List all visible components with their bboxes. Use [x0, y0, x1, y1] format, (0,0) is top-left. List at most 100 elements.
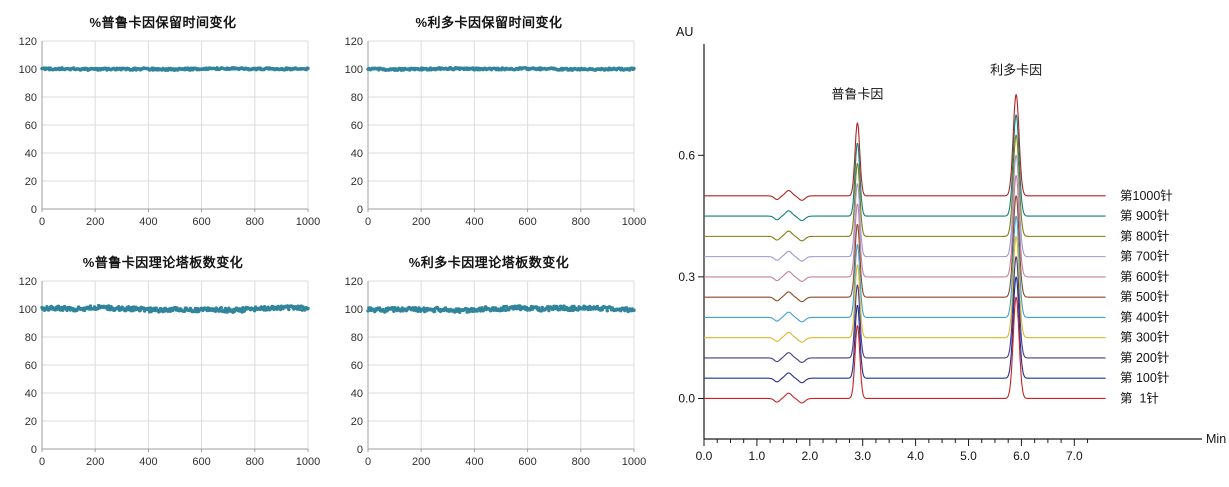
y-tick-label: 100: [345, 304, 363, 316]
peak-label: 利多卡因: [990, 62, 1042, 77]
y-tick-label: 60: [351, 360, 363, 372]
trace-label: 第 400针: [1120, 309, 1169, 324]
chart-title-procaine-plates: %普鲁卡因理论塔板数变化: [82, 255, 244, 270]
lidocaine-plates-plot: 0 20 40 60 80 100 120 0 200 400 600 800 1000: [345, 276, 646, 468]
scatter-point: [416, 309, 420, 313]
x-tick-label: 5.0: [960, 449, 977, 463]
x-tick-label: 0: [39, 216, 45, 228]
x-tick-label: 1000: [296, 216, 320, 228]
trace-label: 第 700针: [1120, 249, 1169, 264]
chart-procaine-retention: %普鲁卡因保留时间变化 0 20 40 60 80 100 120 0 200 400 600 800…: [6, 4, 320, 238]
trace-label: 第 800针: [1120, 228, 1169, 243]
chromatogram-trace: [704, 94, 1106, 201]
scatter-point: [117, 305, 121, 309]
x-tick-label: 200: [86, 456, 104, 468]
scatter-point: [295, 307, 299, 311]
trace-label: 第 100针: [1120, 370, 1169, 385]
lidocaine-retention-plot: 0 20 40 60 80 100 120 0 200 400 600 800 1000: [345, 36, 646, 228]
x-tick-label: 4.0: [907, 449, 924, 463]
chromatogram-trace: [704, 114, 1106, 222]
chart-title-lidocaine-retention: %利多卡因保留时间变化: [415, 15, 563, 30]
x-tick-label: 600: [518, 216, 536, 228]
trace-label: 第1000针: [1120, 188, 1173, 203]
chart-lidocaine-retention: %利多卡因保留时间变化 0 20 40 60 80 100 120 0 200 400 600 800…: [332, 4, 646, 238]
y-tick-label: 20: [351, 416, 363, 428]
trace-label: 第 300针: [1120, 330, 1169, 345]
chart-title-lidocaine-plates: %利多卡因理论塔板数变化: [408, 255, 570, 270]
y-tick-label: 0.3: [678, 270, 695, 284]
scatter-point: [632, 308, 636, 312]
y-tick-label: 60: [25, 360, 37, 372]
y-tick-label: 20: [25, 416, 37, 428]
x-tick-label: 6.0: [1013, 449, 1030, 463]
trend-charts-grid: %普鲁卡因保留时间变化 0 20 40 60 80 100 120 0 200 400 600 800…: [6, 4, 646, 478]
chart-title-procaine-retention: %普鲁卡因保留时间变化: [89, 15, 237, 30]
x-tick-label: 400: [139, 216, 157, 228]
y-tick-label: 40: [25, 388, 37, 400]
chromatogram-overlay-plot: AU Min 0.0 0.3 0.6 0.0 1.0 2.0 3.0 4.0 5.0 6.0 7.0 第1…: [676, 25, 1226, 463]
y-tick-label: 100: [345, 64, 363, 76]
y-tick-label: 80: [351, 92, 363, 104]
y-tick-label: 0: [357, 444, 363, 456]
trace-label: 第 600针: [1120, 269, 1169, 284]
x-tick-label: 1000: [622, 456, 646, 468]
chromatogram-trace: [704, 296, 1106, 404]
y-tick-label: 120: [19, 36, 37, 48]
scatter-point: [478, 309, 483, 313]
scatter-point: [433, 309, 437, 314]
x-tick-label: 800: [572, 456, 590, 468]
y-tick-label: 120: [19, 276, 37, 288]
x-tick-label: 800: [246, 456, 264, 468]
y-tick-label: 20: [351, 176, 363, 188]
chromatogram-trace: [704, 175, 1106, 282]
trace-label: 第 500针: [1120, 289, 1169, 304]
x-tick-label: 600: [518, 456, 536, 468]
y-tick-label: 40: [351, 148, 363, 160]
y-tick-label: 100: [19, 64, 37, 76]
scatter-point: [252, 309, 257, 313]
chromatogram-trace: [704, 236, 1106, 343]
scatter-point: [287, 307, 291, 312]
scatter-point: [57, 304, 61, 308]
procaine-retention-plot: 0 20 40 60 80 100 120 0 200 400 600 800 1000: [19, 36, 320, 228]
y-tick-label: 0: [357, 204, 363, 216]
x-tick-label: 600: [192, 216, 210, 228]
scatter-point: [600, 308, 604, 312]
x-tick-label: 1.0: [749, 449, 766, 463]
x-tick-label: 7.0: [1066, 449, 1083, 463]
x-tick-label: 0.0: [696, 449, 713, 463]
y-tick-label: 60: [25, 120, 37, 132]
y-tick-label: 120: [345, 276, 363, 288]
trace-label: 第 900针: [1120, 208, 1169, 223]
chart-lidocaine-plates: %利多卡因理论塔板数变化 0 20 40 60 80 100 120 0 200 400 600 80…: [332, 244, 646, 478]
chromatogram-trace: [704, 155, 1106, 262]
x-tick-label: 0: [365, 216, 371, 228]
scatter-point: [61, 308, 65, 312]
chromatogram-trace: [704, 215, 1106, 323]
y-tick-label: 40: [25, 148, 37, 160]
x-tick-label: 3.0: [854, 449, 871, 463]
x-axis-unit-label: Min: [1206, 432, 1226, 446]
x-tick-label: 0: [39, 456, 45, 468]
y-tick-label: 0.6: [678, 148, 695, 162]
y-tick-label: 80: [25, 92, 37, 104]
x-tick-label: 600: [192, 456, 210, 468]
chromatogram-trace: [704, 134, 1106, 242]
chart-procaine-plates: %普鲁卡因理论塔板数变化 0 20 40 60 80 100 120 0 200 400 600 80…: [6, 244, 320, 478]
x-tick-label: 800: [246, 216, 264, 228]
x-tick-label: 1000: [622, 216, 646, 228]
y-tick-label: 0: [31, 204, 37, 216]
scatter-point: [632, 66, 636, 71]
scatter-point: [219, 306, 223, 310]
chromatogram-panel: AU Min 0.0 0.3 0.6 0.0 1.0 2.0 3.0 4.0 5.0 6.0 7.0 第1…: [646, 0, 1229, 487]
y-tick-label: 120: [345, 36, 363, 48]
scatter-point: [88, 304, 93, 308]
x-tick-label: 400: [465, 216, 483, 228]
peak-label: 普鲁卡因: [831, 87, 883, 102]
scatter-point: [306, 66, 310, 71]
scatter-point: [547, 308, 551, 313]
scatter-point: [378, 306, 382, 310]
scatter-point: [45, 305, 49, 309]
y-axis-unit-label: AU: [676, 25, 693, 39]
y-tick-label: 20: [25, 176, 37, 188]
